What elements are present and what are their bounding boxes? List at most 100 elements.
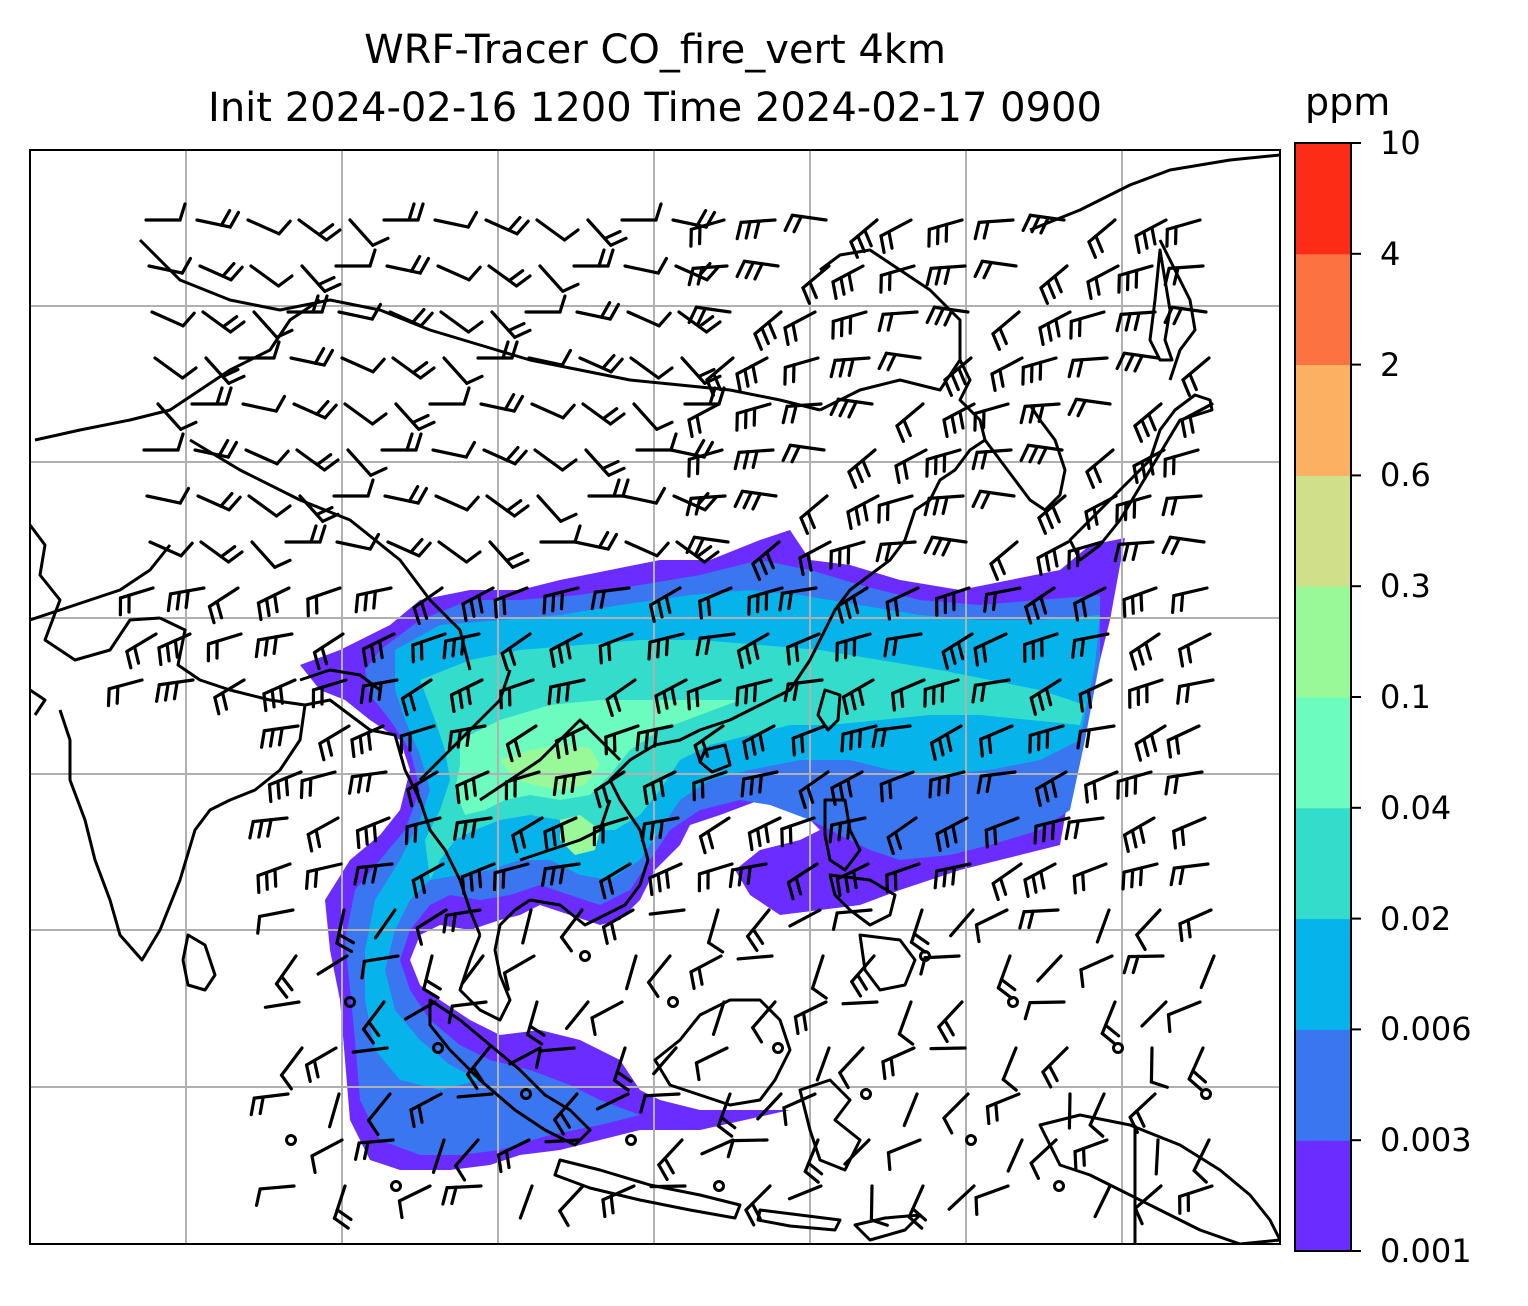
wind-barb (831, 908, 873, 931)
wind-barb (311, 678, 348, 709)
wind-barb (783, 356, 820, 386)
wind-barb (783, 678, 824, 703)
wind-barb (1140, 1000, 1168, 1028)
wind-barb (879, 264, 916, 294)
wind-barb (707, 908, 725, 954)
wind-barb (1115, 351, 1160, 373)
wind-barb (304, 862, 343, 890)
wind-barb (829, 397, 874, 419)
wind-barb (996, 954, 1017, 1000)
wind-barb (453, 816, 493, 841)
border-afghan-pak (30, 544, 172, 622)
wind-barb (106, 678, 144, 708)
colorbar-tick-label: 0.04 (1380, 788, 1452, 827)
wind-barb (1021, 356, 1058, 386)
wind-barb (318, 724, 351, 762)
wind-barb (256, 586, 291, 622)
wind-barb (455, 770, 490, 805)
wind-barb (1165, 218, 1202, 248)
wind-barb (355, 816, 391, 850)
wind-barb (502, 954, 536, 991)
wind-barb (300, 264, 342, 293)
wind-barb (1086, 264, 1120, 301)
wind-barb (849, 218, 879, 259)
wind-barb (841, 678, 875, 715)
wind-barb (554, 724, 589, 760)
wind-barb (190, 386, 233, 406)
wind-barb (695, 632, 736, 657)
wind-barb (1023, 862, 1057, 899)
wind-barb (306, 816, 340, 853)
wind-barb (350, 724, 385, 759)
colorbar-tick-label: 0.3 (1380, 567, 1431, 606)
border-cambodia-vietnam (519, 799, 612, 862)
wind-barb (1164, 770, 1204, 796)
wind-barb (575, 300, 621, 321)
coastline-arabian-sea (30, 524, 161, 662)
wind-barb (675, 540, 720, 564)
wind-barb (686, 678, 722, 711)
wind-barb (256, 908, 295, 935)
colorbar-band (1295, 1029, 1351, 1141)
wind-barb (238, 340, 281, 360)
colorbar-tick-label: 10 (1380, 124, 1421, 162)
wind-barb (1128, 678, 1164, 709)
wind-barb (685, 494, 727, 517)
coastline-mindanao (858, 933, 917, 992)
wind-barb (973, 259, 1018, 280)
wind-barb (923, 535, 968, 557)
wind-barb (279, 1046, 304, 1091)
wind-barb (943, 356, 973, 397)
wind-barb (1076, 724, 1116, 750)
wind-barb (984, 816, 1020, 849)
wind-barb (335, 532, 381, 551)
wind-barb (683, 386, 726, 406)
wind-barb (1084, 494, 1118, 531)
wind-barb (530, 402, 576, 420)
wind-barb (677, 310, 722, 334)
colorbar-tick-label: 0.003 (1380, 1121, 1472, 1160)
wind-barb (735, 678, 773, 707)
wind-barb (1023, 1000, 1066, 1021)
wind-barb (1039, 264, 1069, 305)
wind-barb (1085, 448, 1115, 489)
wind-barb (648, 862, 683, 897)
wind-barb (590, 586, 631, 611)
wind-barb (974, 908, 1009, 944)
wind-barb (1028, 724, 1065, 754)
wind-barb (1087, 218, 1117, 259)
wind-barb (544, 1138, 582, 1144)
wind-barb (648, 586, 682, 623)
wind-barb (198, 261, 244, 282)
wind-barb (907, 1184, 928, 1230)
wind-barb (404, 816, 442, 846)
wind-barb (657, 1138, 684, 1182)
wind-barb (595, 1092, 630, 1111)
wind-barb (195, 208, 241, 229)
wind-barb (193, 438, 239, 459)
wind-barb (260, 724, 300, 749)
wind-barb (1169, 862, 1210, 887)
wind-barb (1088, 1092, 1106, 1138)
coastline-luzon (823, 798, 862, 872)
gridlines (30, 150, 1280, 1244)
wind-barb (573, 530, 619, 551)
wind-barb (328, 1092, 341, 1129)
coastline-russia-east (1029, 153, 1280, 232)
wind-barb (1023, 632, 1059, 663)
wind-barb (246, 218, 292, 236)
wind-barb (586, 218, 628, 247)
wind-barb (925, 264, 967, 287)
wind-barb (1187, 1046, 1208, 1092)
wind-barb (687, 305, 732, 326)
wind-barb (783, 213, 828, 234)
colorbar-band (1295, 918, 1351, 1030)
wind-barb (534, 1046, 576, 1069)
wind-barb (1149, 1046, 1169, 1089)
wind-barb (204, 356, 246, 385)
wind-barb (879, 770, 915, 803)
colorbar-band (1295, 1140, 1351, 1252)
wind-barb (971, 489, 1016, 510)
wind-barb (488, 540, 530, 569)
wind-barb (412, 586, 444, 626)
